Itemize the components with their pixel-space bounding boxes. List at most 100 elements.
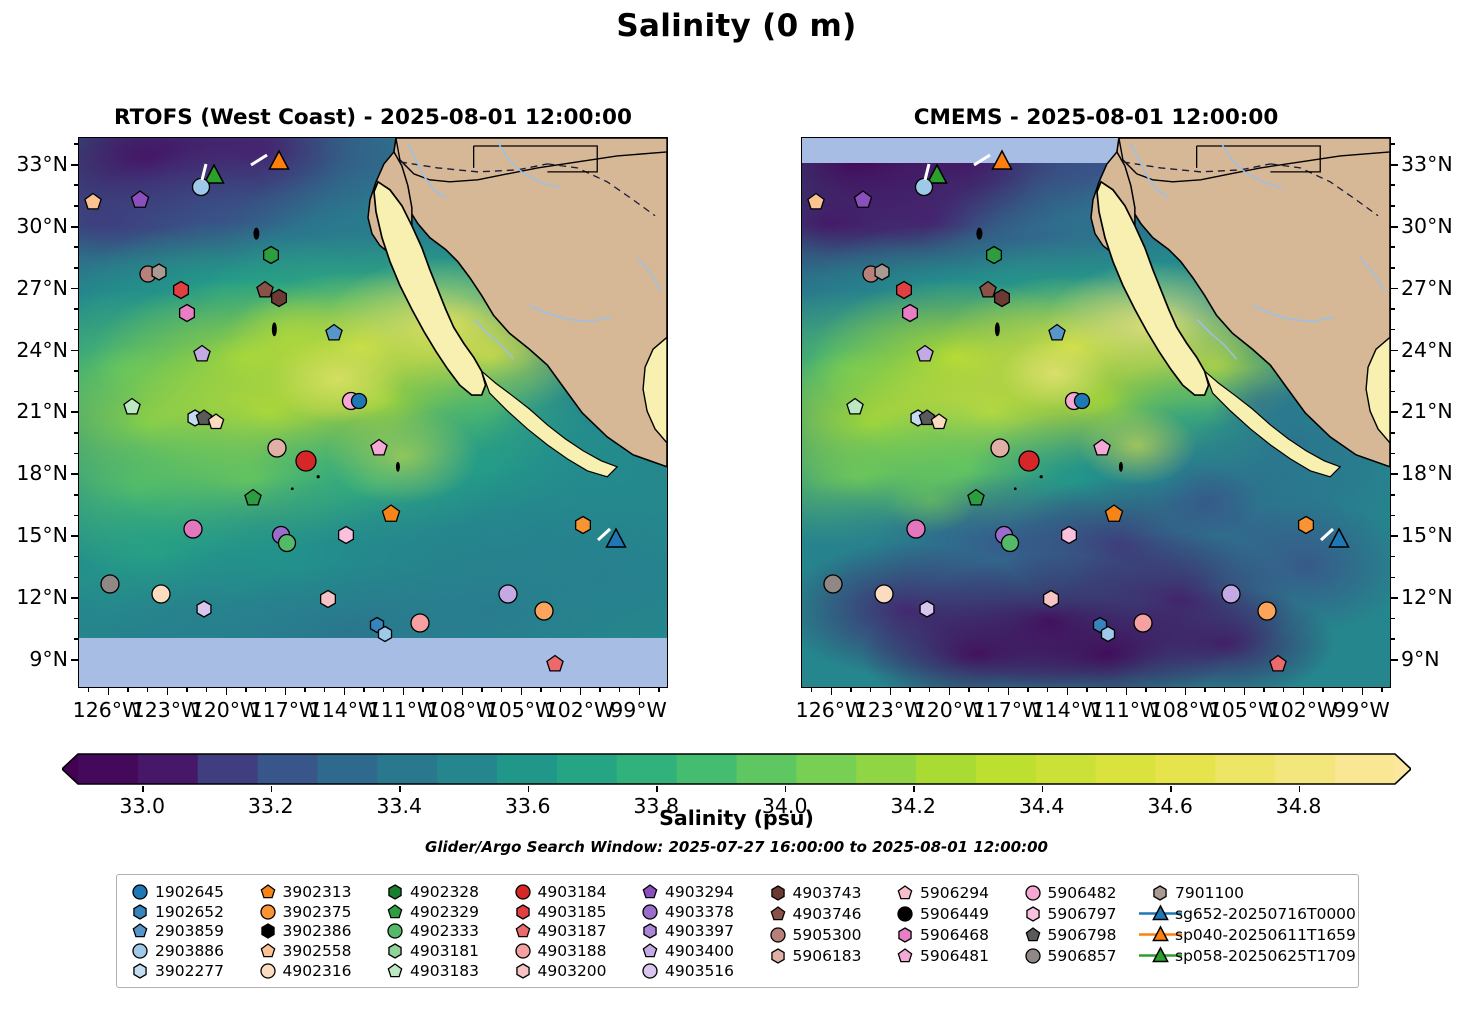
map-marker[interactable] [266,437,288,459]
map-marker[interactable] [149,262,169,282]
map-marker[interactable] [1268,654,1289,675]
map-marker[interactable] [990,149,1014,173]
map-marker[interactable] [368,438,389,459]
legend-item[interactable]: 3902386 [253,922,381,942]
map-marker[interactable] [805,191,826,212]
legend-item[interactable]: 5906449 [890,903,1018,924]
map-marker[interactable] [497,583,519,605]
map-canvas-cmems[interactable] [801,137,1391,688]
map-marker[interactable] [192,343,213,364]
map-marker[interactable] [1073,392,1092,411]
map-marker[interactable] [1046,323,1067,344]
map-marker[interactable] [978,280,999,301]
map-marker[interactable] [822,573,844,595]
map-marker[interactable] [913,177,934,198]
legend-item[interactable]: 4903181 [380,941,508,961]
legend-item[interactable]: 4903746 [763,903,891,924]
map-marker[interactable] [893,280,914,301]
map-marker[interactable] [905,518,927,540]
map-marker[interactable] [99,573,121,595]
map-marker[interactable] [572,514,593,535]
map-marker[interactable] [323,323,344,344]
legend-item[interactable]: 5906857 [1018,945,1146,966]
legend-item[interactable]: 3902375 [253,902,381,922]
legend-item[interactable]: 4903743 [763,882,891,903]
map-marker[interactable] [1220,583,1242,605]
map-marker[interactable] [604,527,628,551]
map-marker[interactable] [984,245,1005,266]
legend-item[interactable]: 4903294 [635,882,763,902]
map-marker[interactable] [917,408,937,428]
map-marker[interactable] [380,503,402,525]
map-marker[interactable] [1017,449,1041,473]
map-marker[interactable] [350,392,369,411]
map-marker[interactable] [335,524,356,545]
map-marker[interactable] [872,262,892,282]
map-marker[interactable] [545,654,566,675]
map-marker[interactable] [276,533,297,554]
map-marker[interactable] [261,245,282,266]
map-marker[interactable] [1295,514,1316,535]
map-marker[interactable] [206,412,226,432]
map-marker[interactable] [929,412,949,432]
legend-item[interactable]: 7901100 [1145,882,1350,903]
legend-item[interactable]: 4902333 [380,922,508,942]
legend-item[interactable]: 1902652 [125,902,253,922]
map-marker[interactable] [533,600,555,622]
map-marker[interactable] [202,163,226,187]
legend-item[interactable]: 5905300 [763,924,891,945]
map-marker[interactable] [899,302,920,323]
legend-item[interactable]: sp058-20250625T1709 [1138,945,1356,966]
legend-item[interactable]: 5906482 [1018,882,1146,903]
map-marker[interactable] [409,612,431,634]
map-marker[interactable] [194,599,214,619]
legend-item[interactable]: 4903516 [635,961,763,981]
map-marker[interactable] [1091,438,1112,459]
map-marker[interactable] [190,177,211,198]
map-marker[interactable] [129,189,151,211]
map-marker[interactable] [917,599,937,619]
map-marker[interactable] [268,288,289,309]
map-marker[interactable] [991,288,1012,309]
legend-item[interactable]: 4903378 [635,902,763,922]
legend-item[interactable]: 4903184 [508,882,636,902]
legend-item[interactable]: 4902328 [380,882,508,902]
map-marker[interactable] [844,397,865,418]
map-marker[interactable] [925,163,949,187]
map-marker[interactable] [1132,612,1154,634]
map-marker[interactable] [176,302,197,323]
map-marker[interactable] [1040,588,1061,609]
legend-item[interactable]: 5906797 [1018,903,1146,924]
legend-item[interactable]: 1902645 [125,882,253,902]
legend-item[interactable]: 4903183 [380,961,508,981]
map-marker[interactable] [243,487,264,508]
map-marker[interactable] [267,149,291,173]
map-marker[interactable] [82,191,103,212]
map-marker[interactable] [194,408,214,428]
map-marker[interactable] [375,624,394,643]
map-marker[interactable] [317,588,338,609]
legend-item[interactable]: 2903886 [125,941,253,961]
legend-item[interactable]: 4903187 [508,922,636,942]
map-marker[interactable] [170,280,191,301]
map-marker[interactable] [294,449,318,473]
map-marker[interactable] [1327,527,1351,551]
map-marker[interactable] [255,280,276,301]
map-marker[interactable] [1256,600,1278,622]
legend-item[interactable]: 5906481 [890,945,1018,966]
legend-item[interactable]: 5906798 [1018,924,1146,945]
legend-item[interactable]: 3902277 [125,961,253,981]
legend-item[interactable]: sp040-20250611T1659 [1138,924,1356,945]
map-marker[interactable] [873,583,895,605]
legend-item[interactable]: 5906183 [763,945,891,966]
legend-item[interactable]: 2903859 [125,922,253,942]
map-marker[interactable] [121,397,142,418]
map-marker[interactable] [989,437,1011,459]
legend-item[interactable]: 4903188 [508,941,636,961]
legend-item[interactable]: 4903200 [508,961,636,981]
legend-item[interactable]: sg652-20250716T0000 [1138,903,1356,924]
map-marker[interactable] [966,487,987,508]
legend-item[interactable]: 5906294 [890,882,1018,903]
map-marker[interactable] [150,583,172,605]
legend-item[interactable]: 5906468 [890,924,1018,945]
